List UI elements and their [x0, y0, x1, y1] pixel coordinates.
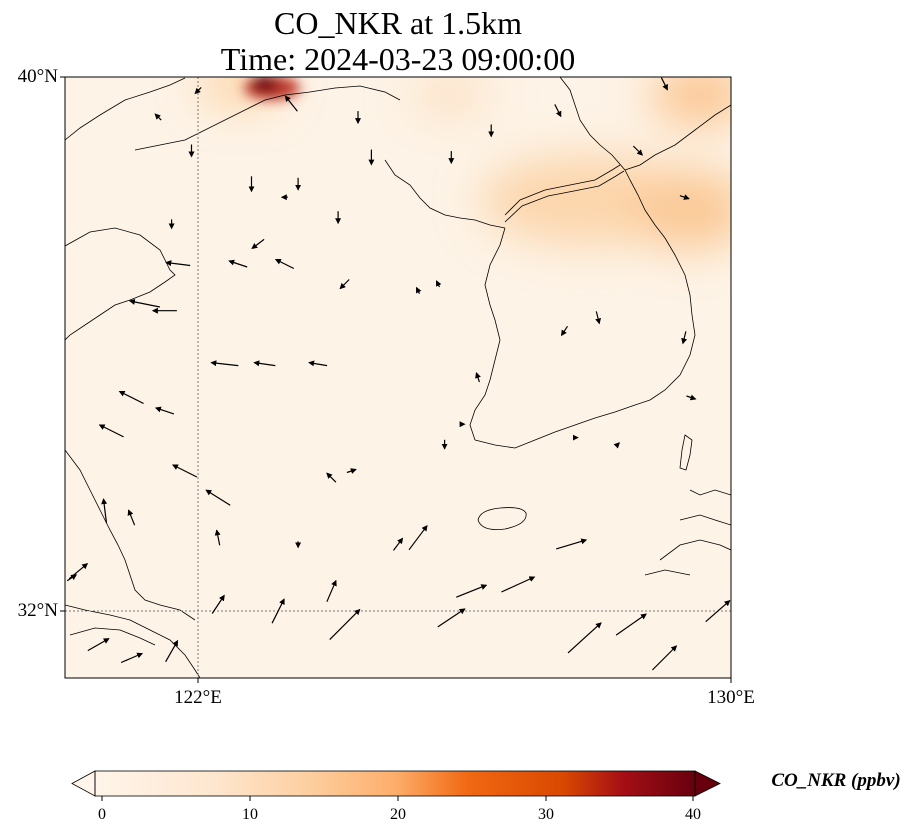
wind-arrow [251, 238, 265, 249]
wind-arrow [339, 279, 350, 290]
tsushima-island [679, 434, 693, 471]
wind-arrow [475, 372, 481, 383]
wind-arrow [274, 258, 295, 270]
wind-arrow [651, 645, 678, 671]
wind-arrow [118, 390, 144, 405]
lat-label-32: 32°N [17, 600, 58, 621]
wind-arrow [346, 468, 357, 474]
colorbar-frame [94, 770, 696, 797]
jeju-island [477, 507, 527, 530]
wind-arrow [501, 576, 536, 593]
map-frame [64, 76, 732, 679]
wind-arrow [120, 652, 144, 664]
lat-label-40: 40°N [17, 66, 58, 87]
wind-arrow [228, 259, 248, 268]
wind-arrow [556, 538, 588, 550]
wind-arrow [165, 260, 191, 267]
wind-arrow [128, 299, 161, 308]
wind-arrow [154, 113, 162, 121]
map-title-line2: Time: 2024-03-23 09:00:00 [220, 41, 576, 77]
colorbar-ticks [101, 796, 694, 801]
wind-arrow [615, 613, 647, 636]
coastline-shanghai [69, 627, 156, 646]
concentration-core [244, 77, 300, 100]
colorbar-max-extend [694, 770, 721, 797]
lon-label-130: 130°E [707, 687, 755, 708]
wind-arrow [567, 622, 602, 654]
wind-arrow [214, 529, 221, 546]
wind-arrow [560, 325, 568, 337]
colorbar [71, 770, 721, 801]
wind-vectors [66, 77, 731, 671]
colorbar-min-extend [71, 770, 96, 797]
wind-arrow [686, 394, 697, 401]
wind-arrow [660, 77, 668, 91]
wind-arrow [253, 360, 276, 367]
plume-northeast [650, 77, 731, 125]
cb-label-40: 40 [685, 806, 701, 823]
dmz-border-2 [504, 170, 625, 223]
wind-arrow [326, 472, 337, 483]
coastline-korea-east [624, 169, 696, 401]
wind-arrow [98, 424, 124, 438]
wind-arrow [271, 598, 285, 624]
wind-arrow [326, 579, 337, 602]
colorbar-label: CO_NKR (ppbv) [771, 770, 901, 791]
wind-arrow [415, 286, 422, 294]
wind-arrow [101, 498, 108, 524]
coastline-korea-west [469, 227, 506, 441]
coastline-yangtze [65, 604, 201, 678]
coastline-china-east [65, 449, 196, 621]
coastline-korea-south [474, 399, 651, 449]
colorbar-body [95, 771, 695, 796]
wind-arrow [165, 639, 179, 663]
wind-arrow [329, 608, 361, 641]
lon-label-122: 122°E [174, 687, 222, 708]
concentration-field [65, 77, 731, 678]
cb-label-30: 30 [538, 806, 554, 823]
cb-label-10: 10 [242, 806, 258, 823]
coastline-north-korea-east [624, 104, 731, 171]
coastlines [65, 77, 731, 678]
kyushu-coast [644, 489, 731, 576]
wind-arrow [456, 584, 488, 598]
wind-arrow [308, 360, 328, 367]
wind-arrow [194, 86, 202, 95]
coastline-north-korea-west [384, 159, 506, 229]
wind-arrow [393, 537, 404, 551]
wind-arrow [210, 360, 239, 367]
hotspot-max [251, 77, 279, 92]
coastline-china-north [65, 227, 176, 341]
dmz-border [504, 164, 621, 216]
wind-arrow [437, 608, 466, 628]
cb-label-0: 0 [98, 806, 106, 823]
wind-arrow [154, 406, 175, 415]
wind-arrow [554, 104, 562, 118]
cb-label-20: 20 [390, 806, 406, 823]
gridlines [65, 77, 731, 678]
wind-arrow [408, 524, 428, 551]
map-title-line1: CO_NKR at 1.5km [274, 5, 522, 41]
wind-arrow [66, 574, 78, 582]
wind-arrow [632, 145, 644, 156]
wind-arrow [595, 311, 601, 325]
wind-arrow [435, 280, 442, 288]
wind-arrow [127, 509, 136, 526]
plume-east [630, 170, 731, 250]
wind-arrow [613, 442, 621, 449]
wind-arrow [211, 594, 225, 614]
coastline-liaodong-east [134, 85, 401, 151]
wind-arrow [681, 331, 688, 345]
wind-arrow [284, 95, 298, 112]
wind-arrow [679, 194, 690, 200]
wind-arrow [205, 489, 231, 506]
coastline-north-korea-north [559, 77, 626, 171]
wind-arrow [172, 464, 198, 478]
wind-arrow [705, 600, 731, 623]
plume-north [410, 77, 490, 115]
coastline-liaodong [65, 77, 186, 141]
wind-arrow [87, 638, 110, 652]
axis-ticks [60, 76, 732, 683]
